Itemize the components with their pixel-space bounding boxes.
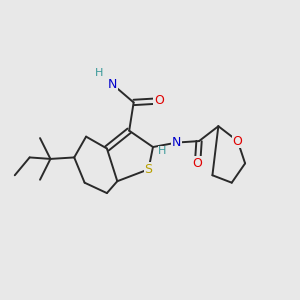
Text: H: H — [94, 68, 103, 78]
Text: O: O — [154, 94, 164, 107]
Text: O: O — [233, 135, 243, 148]
Text: N: N — [172, 136, 182, 149]
Text: S: S — [145, 163, 152, 176]
Text: H: H — [158, 146, 167, 157]
Text: N: N — [108, 78, 118, 91]
Text: O: O — [193, 157, 202, 170]
